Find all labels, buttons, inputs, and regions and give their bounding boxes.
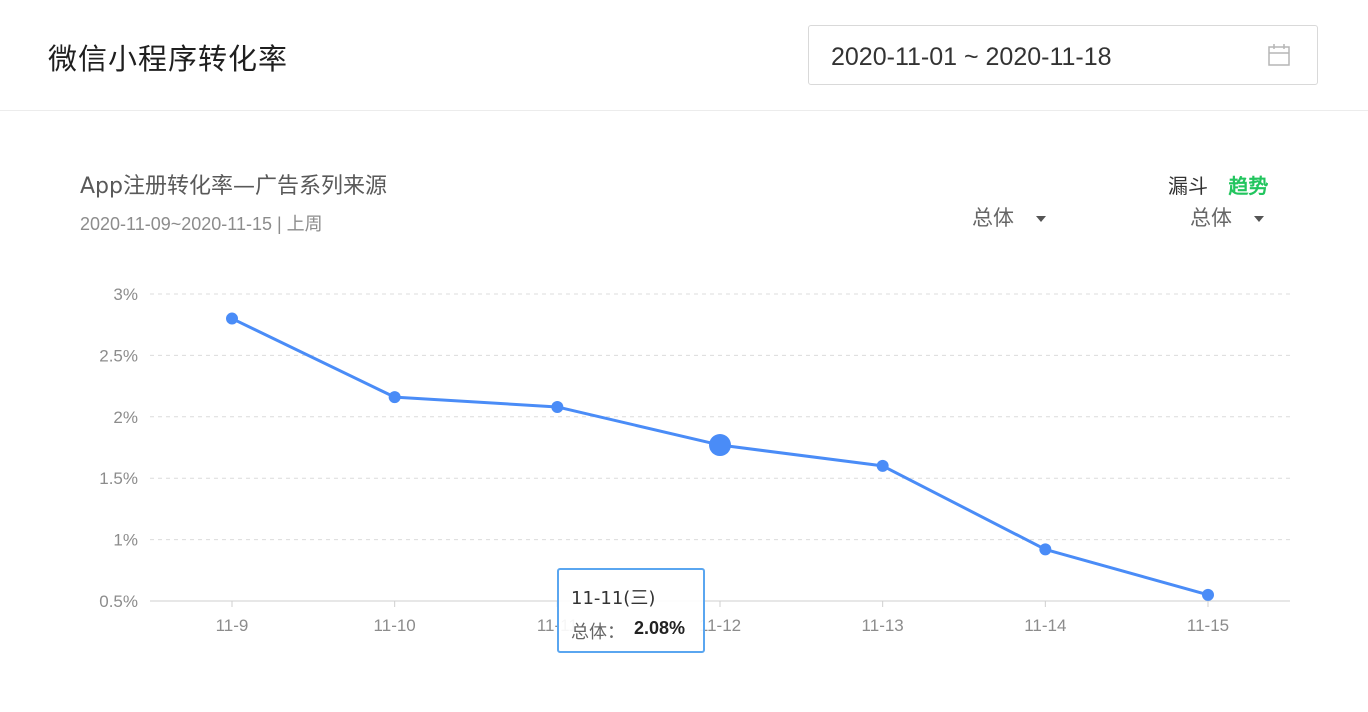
x-tick-label: 11-12 [699, 616, 741, 635]
chart-title: App注册转化率—广告系列来源 [80, 174, 387, 199]
data-point [1202, 588, 1214, 601]
chart-subtitle: 2020-11-09~2020-11-15 | 上周 [80, 214, 323, 234]
caret-down-icon [1254, 216, 1264, 222]
series-line [231, 317, 1209, 597]
x-tick-label: 11-9 [216, 616, 249, 635]
segment-dropdown-right[interactable]: 总体 [1190, 202, 1264, 232]
caret-down-icon [1036, 216, 1046, 222]
y-tick-label: 0.5% [99, 592, 138, 611]
y-tick-label: 2.5% [99, 346, 138, 365]
segment-dropdown-left[interactable]: 总体 [972, 202, 1046, 232]
y-tick-label: 2% [113, 408, 138, 427]
data-point [226, 312, 238, 325]
tooltip-date: 11-11(三) [571, 588, 656, 609]
page-title: 微信小程序转化率 [48, 42, 289, 76]
chart-tooltip: 11-11(三) 总体： 2.08% [557, 568, 705, 653]
y-tick-label: 1.5% [99, 469, 138, 488]
x-tick-label: 11-13 [862, 616, 904, 635]
trend-view-link[interactable]: 趋势 [1228, 174, 1269, 198]
date-range-value: 2020-11-01 ~ 2020-11-18 [831, 43, 1112, 71]
x-tick-label: 11-10 [374, 616, 416, 635]
view-toggle: 漏斗 趋势 [1168, 170, 1268, 199]
data-point [1039, 543, 1052, 556]
tooltip-series-label: 总体： [571, 622, 625, 643]
data-point [709, 434, 731, 457]
funnel-view-link[interactable]: 漏斗 [1168, 174, 1208, 198]
x-tick-label: 11-15 [1187, 616, 1229, 635]
y-tick-label: 1% [113, 531, 138, 550]
tooltip-value: 2.08% [634, 618, 686, 638]
x-tick-label: 11-14 [1024, 616, 1066, 635]
dropdown-label: 总体 [972, 206, 1014, 230]
page-header: 微信小程序转化率 2020-11-01 ~ 2020-11-18 [0, 0, 1368, 111]
data-point [876, 459, 889, 472]
y-tick-label: 3% [113, 285, 138, 304]
date-range-picker[interactable]: 2020-11-01 ~ 2020-11-18 [808, 25, 1318, 85]
calendar-icon [1268, 44, 1290, 66]
dropdown-label: 总体 [1190, 206, 1232, 230]
data-point [388, 391, 401, 404]
data-point [551, 400, 564, 413]
